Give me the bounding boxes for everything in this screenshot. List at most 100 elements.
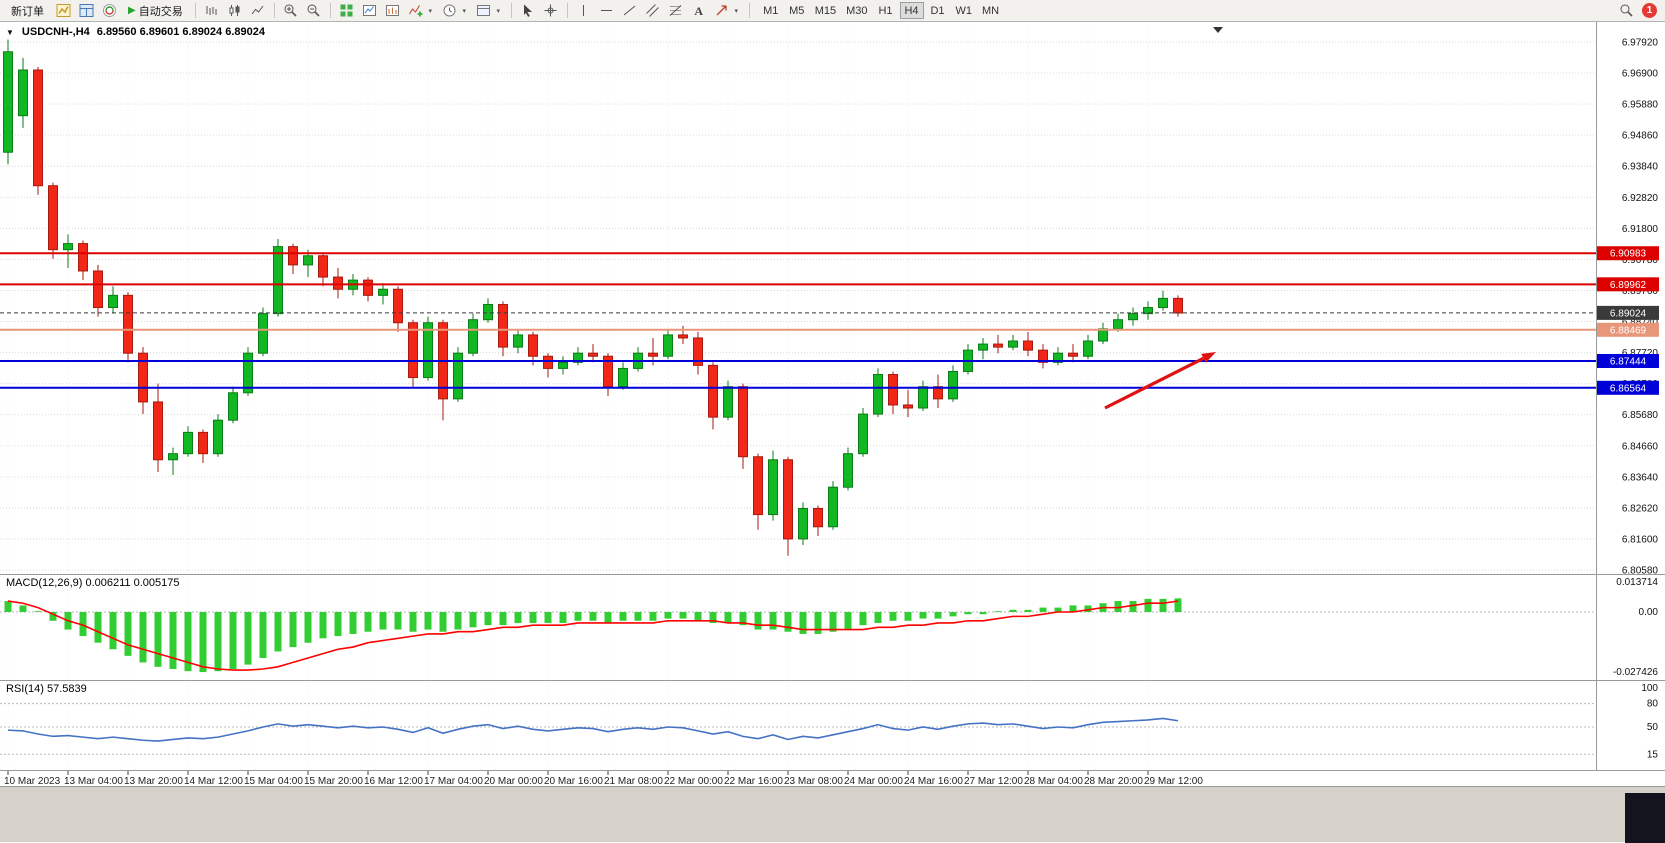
macd-histogram-bar — [19, 605, 27, 612]
time-axis-label: 22 Mar 00:00 — [664, 776, 723, 786]
candlestick-mode-button[interactable] — [224, 1, 246, 20]
level-price-text: 6.86564 — [1610, 383, 1647, 394]
profiles-button[interactable] — [382, 1, 404, 20]
market-watch-button[interactable] — [52, 1, 74, 20]
candle-up — [663, 328, 673, 360]
macd-histogram-bar — [409, 612, 417, 632]
timeframe-m1-button[interactable]: M1 — [759, 2, 783, 19]
zoom-in-button[interactable] — [280, 1, 302, 20]
level-price-box — [1597, 322, 1659, 337]
macd-histogram-bar — [649, 612, 657, 621]
macd-histogram-bar — [919, 612, 927, 619]
macd-histogram-bar — [484, 612, 492, 626]
price-axis-label: 6.84660 — [1622, 441, 1659, 452]
trend-arrow-head[interactable] — [1201, 352, 1216, 363]
text-tool-button[interactable]: A — [688, 1, 710, 20]
time-axis-label: 21 Mar 08:00 — [604, 776, 663, 786]
timeframe-w1-button[interactable]: W1 — [952, 2, 977, 19]
macd-histogram-bar — [154, 612, 162, 667]
macd-histogram-bar — [424, 612, 432, 630]
text-tool-icon: A — [694, 3, 704, 18]
horizontal-line-tool-button[interactable] — [596, 1, 618, 20]
macd-histogram-bar — [439, 612, 447, 632]
arrows-caret-icon: ▾ — [734, 7, 738, 15]
level-price-text: 6.87444 — [1610, 356, 1647, 367]
trend-arrow-shaft[interactable] — [1104, 356, 1205, 410]
zoom-in-icon — [284, 4, 297, 17]
candle-down — [363, 277, 373, 302]
clock-icon — [443, 4, 456, 17]
arrows-tool-button[interactable]: ▾ — [711, 1, 744, 20]
time-axis-label: 28 Mar 20:00 — [1084, 776, 1143, 786]
line-chart-mode-button[interactable] — [247, 1, 269, 20]
navigator-button[interactable] — [98, 1, 120, 20]
zoom-out-button[interactable] — [303, 1, 325, 20]
macd-histogram-bar — [304, 612, 312, 643]
navigator-icon — [102, 4, 116, 17]
time-axis-label: 24 Mar 16:00 — [904, 776, 963, 786]
macd-histogram-bar — [289, 612, 297, 648]
macd-histogram-bar — [754, 612, 762, 630]
price-axis-label: 6.89760 — [1622, 286, 1659, 297]
notification-count: 1 — [1646, 5, 1653, 16]
periods-button[interactable]: ▾ — [439, 1, 472, 20]
price-axis-label: 6.94860 — [1622, 131, 1659, 142]
candle-up — [1143, 301, 1153, 320]
search-button[interactable] — [1615, 1, 1637, 20]
new-order-button[interactable]: 新订单 — [4, 1, 51, 20]
bar-chart-mode-button[interactable] — [201, 1, 223, 20]
periods-caret-icon: ▾ — [462, 7, 466, 15]
candle-down — [693, 331, 703, 375]
macd-histogram-bar — [1069, 605, 1077, 612]
candle-down — [93, 264, 103, 317]
timeframe-h1-button[interactable]: H1 — [874, 2, 898, 19]
candle-up — [798, 502, 808, 546]
candle-down — [153, 383, 163, 472]
candle-up — [108, 286, 118, 314]
time-axis-label: 27 Mar 12:00 — [964, 776, 1023, 786]
time-axis-label: 28 Mar 04:00 — [1024, 776, 1083, 786]
time-axis-label: 14 Mar 12:00 — [184, 776, 243, 786]
candle-up — [963, 344, 973, 375]
crosshair-tool-button[interactable] — [540, 1, 562, 20]
macd-histogram-bar — [469, 612, 477, 628]
trendline-tool-button[interactable] — [619, 1, 641, 20]
timeframe-m15-button[interactable]: M15 — [811, 2, 840, 19]
timeframe-mn-button[interactable]: MN — [978, 2, 1003, 19]
macd-histogram-bar — [829, 612, 837, 632]
channel-tool-button[interactable] — [642, 1, 664, 20]
vertical-line-tool-button[interactable] — [573, 1, 595, 20]
candle-down — [1068, 344, 1078, 363]
price-axis-label: 6.81600 — [1622, 534, 1659, 545]
candle-down — [333, 267, 343, 299]
candle-down — [678, 325, 688, 345]
candle-up — [513, 328, 523, 354]
candle-down — [1173, 295, 1183, 317]
macd-histogram-bar — [244, 612, 252, 665]
autotrading-button[interactable]: ▶ 自动交易 — [121, 1, 190, 20]
timeframe-m5-button[interactable]: M5 — [785, 2, 809, 19]
templates-button[interactable]: ▾ — [473, 1, 506, 20]
macd-histogram-bar — [364, 612, 372, 632]
data-window-button[interactable] — [75, 1, 97, 20]
price-axis-label: 6.83640 — [1622, 472, 1659, 483]
macd-histogram-bar — [844, 612, 852, 630]
candle-up — [618, 362, 628, 390]
price-chart[interactable]: 6.97920 6.96900 6.95880 6.94860 6.93840 6.928… — [0, 22, 1665, 786]
price-axis-label: 6.90780 — [1622, 255, 1659, 266]
indicators-button[interactable]: ▾ — [405, 1, 438, 20]
notification-badge[interactable]: 1 — [1642, 3, 1657, 18]
macd-axis-label: 0.00 — [1639, 607, 1659, 618]
timeframe-h4-button[interactable]: H4 — [899, 2, 924, 19]
new-chart-button[interactable] — [359, 1, 381, 20]
fibonacci-tool-button[interactable] — [665, 1, 687, 20]
tile-windows-button[interactable] — [336, 1, 358, 20]
cursor-tool-button[interactable] — [517, 1, 539, 20]
horizontal-line-icon — [601, 10, 613, 11]
timeframe-d1-button[interactable]: D1 — [926, 2, 950, 19]
macd-histogram-bar — [634, 612, 642, 621]
toolbar-separator — [329, 3, 331, 18]
time-axis-label: 16 Mar 12:00 — [364, 776, 423, 786]
chart-shift-marker[interactable] — [1213, 27, 1223, 33]
timeframe-m30-button[interactable]: M30 — [842, 2, 871, 19]
